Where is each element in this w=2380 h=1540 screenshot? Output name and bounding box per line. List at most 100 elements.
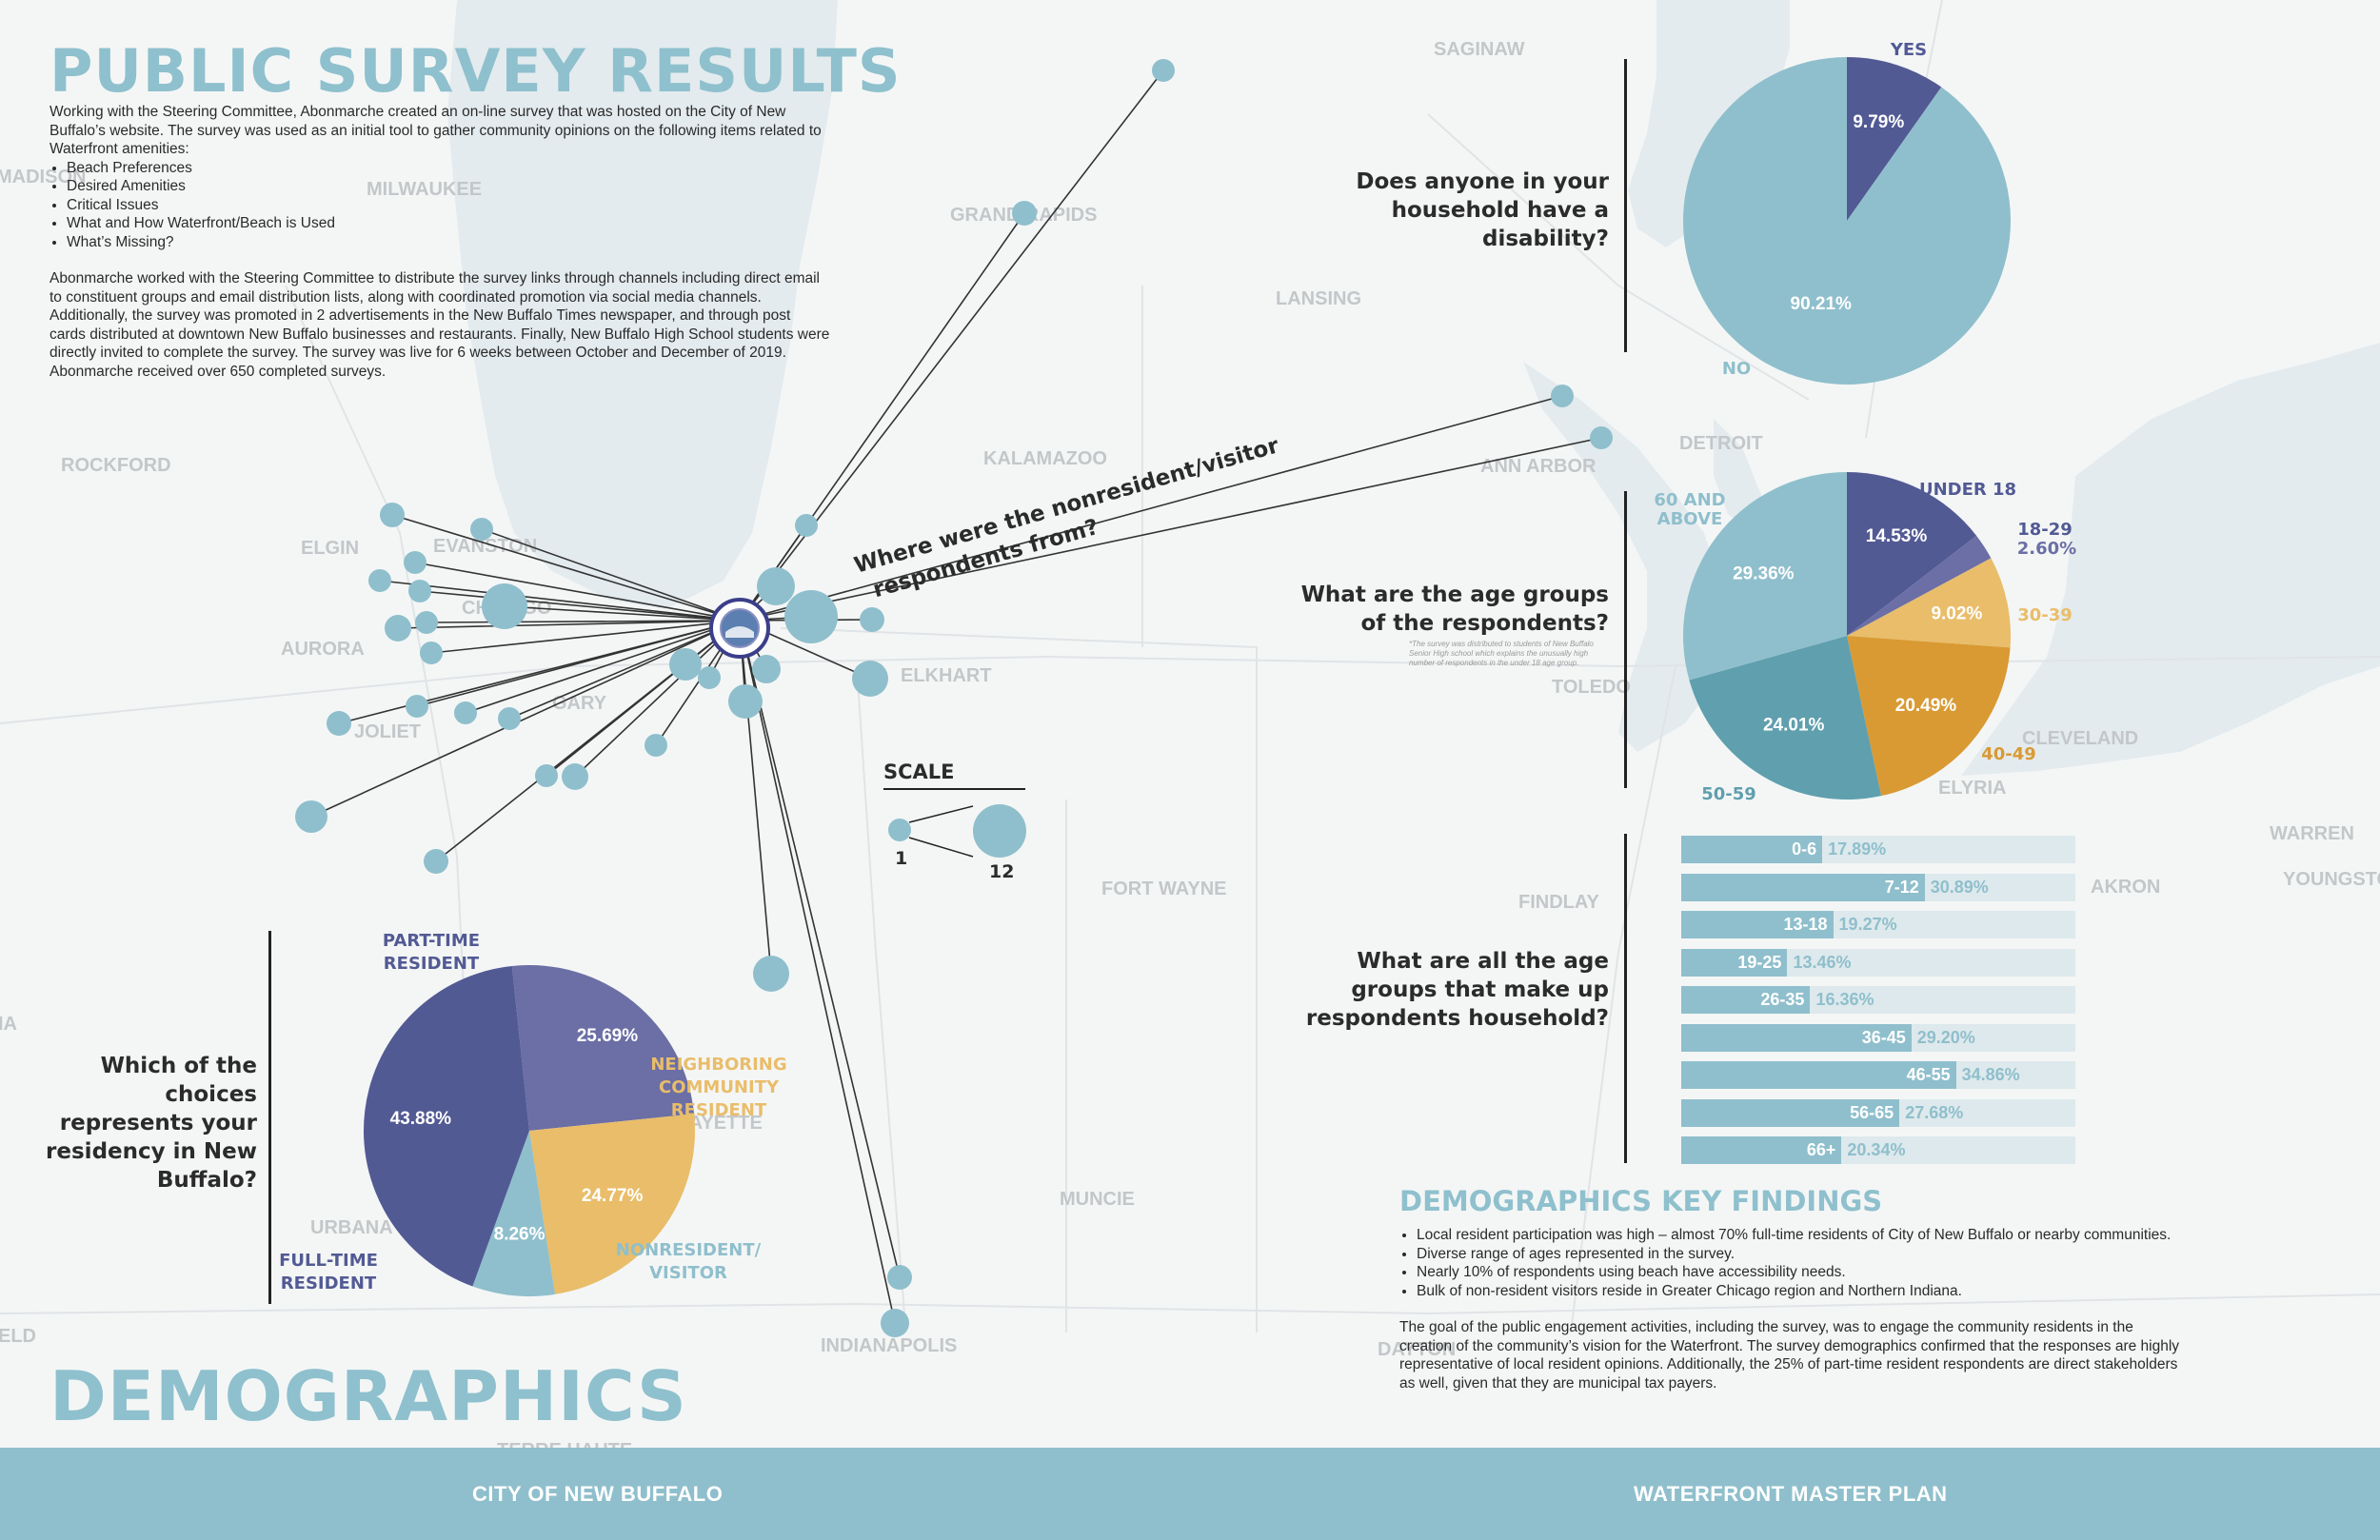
flow-line bbox=[508, 620, 741, 720]
scale-title: SCALE bbox=[883, 760, 955, 783]
intro-paragraph-1: Working with the Steering Committee, Abo… bbox=[50, 104, 822, 157]
age-groups-note: *The survey was distributed to students … bbox=[1409, 640, 1594, 667]
legend-nonresident: NONRESIDENT/VISITOR bbox=[616, 1240, 762, 1283]
household-bar-value: 30.89% bbox=[1930, 877, 1989, 897]
scale-min-label: 1 bbox=[895, 848, 907, 869]
city-label: GARY bbox=[552, 693, 607, 714]
flow-line bbox=[574, 620, 741, 778]
legend-18-29-value: 2.60% bbox=[2017, 539, 2076, 559]
city-label: CLEVELAND bbox=[2022, 728, 2138, 749]
flow-line bbox=[414, 562, 741, 622]
household-bar-value: 19.27% bbox=[1838, 915, 1897, 934]
question-disability: Does anyone in your household have a dis… bbox=[1356, 169, 1609, 251]
origin-bubble bbox=[535, 764, 558, 787]
age-pie-data-label: 14.53% bbox=[1866, 526, 1928, 546]
question-divider bbox=[268, 931, 271, 1304]
origin-bubble bbox=[795, 514, 818, 537]
age-pie-data-label: 24.01% bbox=[1763, 715, 1825, 735]
household-bar bbox=[1681, 873, 1925, 901]
household-bar-row: 56-65 27.68% bbox=[1681, 1098, 2075, 1127]
origin-bubble bbox=[752, 655, 781, 683]
intro-bullet: What and How Waterfront/Beach is Used bbox=[67, 214, 830, 233]
residency-pie-slice bbox=[511, 965, 695, 1131]
demographics-title: DEMOGRAPHICS bbox=[50, 1356, 687, 1436]
city-label: ELGIN bbox=[301, 538, 359, 559]
household-bar-value: 29.20% bbox=[1916, 1027, 1975, 1047]
age-pie-slice bbox=[1683, 472, 1847, 681]
age-pie-slice bbox=[1847, 558, 2011, 648]
city-label: DAYTON bbox=[1378, 1339, 1456, 1360]
findings-paragraph: The goal of the public engagement activi… bbox=[1399, 1319, 2180, 1392]
household-bar bbox=[1681, 986, 1811, 1014]
flow-line bbox=[426, 620, 741, 623]
finding-bullet: Diverse range of ages represented in the… bbox=[1417, 1245, 2180, 1264]
legend-neighboring: NEIGHBORING COMMUNITY RESIDENT bbox=[650, 1055, 786, 1120]
legend-no: NO bbox=[1722, 359, 1751, 379]
origin-bubble bbox=[420, 642, 443, 664]
city-label: URBANA bbox=[310, 1217, 393, 1238]
household-bar bbox=[1681, 1136, 1842, 1164]
intro-bullet-list: Beach Preferences Desired Amenities Crit… bbox=[50, 159, 830, 252]
footer-city-name: CITY OF NEW BUFFALO bbox=[472, 1482, 724, 1506]
scale-max-label: 12 bbox=[989, 861, 1014, 882]
age-pie-slice bbox=[1689, 636, 1882, 800]
household-bar-row: 66+ 20.34% bbox=[1681, 1136, 2075, 1164]
finding-bullet: Nearly 10% of respondents using beach ha… bbox=[1417, 1263, 2180, 1282]
residency-pie-chart: 25.69% 24.77% 8.26% 43.88% bbox=[363, 965, 695, 1296]
origin-bubble bbox=[424, 849, 448, 874]
origin-bubble bbox=[1551, 385, 1574, 407]
origin-bubble bbox=[454, 701, 477, 724]
city-label: ROCKFORD bbox=[61, 455, 171, 476]
household-bar-row: 26-35 16.36% bbox=[1681, 986, 2075, 1014]
household-bar-category: 13-18 bbox=[1783, 915, 1828, 934]
household-bar-category: 19-25 bbox=[1737, 952, 1782, 972]
household-bar-row: 13-18 19.27% bbox=[1681, 911, 2075, 938]
household-bar-category: 56-65 bbox=[1850, 1102, 1894, 1122]
flow-line bbox=[739, 620, 896, 1324]
origin-bubble bbox=[669, 648, 702, 681]
city-label: MUNCIE bbox=[1060, 1189, 1135, 1210]
intro-bullet: Critical Issues bbox=[67, 196, 830, 215]
residency-pie-slice bbox=[529, 1114, 695, 1294]
bubble-scale-legend: SCALE 1 12 bbox=[883, 760, 1026, 882]
legend-part-time: PART-TIME RESIDENT bbox=[383, 931, 480, 974]
household-bar-row: 36-45 29.20% bbox=[1681, 1023, 2075, 1052]
origin-bubble bbox=[470, 518, 493, 541]
flow-line bbox=[379, 580, 741, 622]
origin-bubble bbox=[698, 666, 721, 689]
household-bar-value: 27.68% bbox=[1905, 1102, 1964, 1122]
legend-30-39: 30-39 bbox=[2017, 605, 2073, 625]
finding-bullet: Local resident participation was high – … bbox=[1417, 1226, 2180, 1245]
household-bar-row: 46-55 34.86% bbox=[1681, 1061, 2075, 1089]
age-pie-data-label: 9.02% bbox=[1931, 603, 1982, 623]
origin-flow-lines bbox=[310, 69, 1602, 1324]
intro-bullet: Desired Amenities bbox=[67, 177, 830, 196]
residency-pie-data-label: 8.26% bbox=[494, 1224, 545, 1244]
city-label: ELD bbox=[0, 1326, 36, 1347]
origin-bubbles bbox=[295, 59, 1613, 1337]
age-pie-slice bbox=[1847, 472, 1977, 636]
origin-bubble bbox=[757, 567, 795, 605]
origin-bubble bbox=[881, 1309, 909, 1337]
household-bar-value: 20.34% bbox=[1847, 1140, 1906, 1159]
age-pie-data-label: 20.49% bbox=[1895, 696, 1957, 716]
flow-line bbox=[419, 590, 741, 622]
origin-bubble bbox=[408, 580, 431, 602]
age-groups-pie-chart: 14.53% 9.02% 20.49% 24.01% 29.36% bbox=[1683, 472, 2011, 800]
household-bar-row: 7-12 30.89% bbox=[1681, 873, 2075, 901]
city-label: FINDLAY bbox=[1518, 892, 1599, 913]
household-bar bbox=[1681, 836, 1823, 863]
origin-bubble bbox=[482, 583, 527, 629]
legend-under-18: UNDER 18 bbox=[1919, 480, 2016, 500]
question-age-groups: What are the age groups of the responden… bbox=[1300, 582, 1609, 636]
flow-line bbox=[391, 514, 741, 622]
residency-pie-data-label: 24.77% bbox=[582, 1186, 644, 1206]
origin-bubble bbox=[385, 615, 411, 642]
disability-pie-slice bbox=[1847, 57, 1942, 221]
origin-bubble bbox=[295, 800, 327, 833]
city-label: WARREN bbox=[2270, 823, 2354, 844]
flow-line bbox=[504, 605, 741, 622]
origin-bubble bbox=[415, 611, 438, 634]
disability-pie-chart: 9.79% 90.21% bbox=[1683, 57, 2011, 385]
origin-bubble bbox=[1012, 201, 1037, 226]
